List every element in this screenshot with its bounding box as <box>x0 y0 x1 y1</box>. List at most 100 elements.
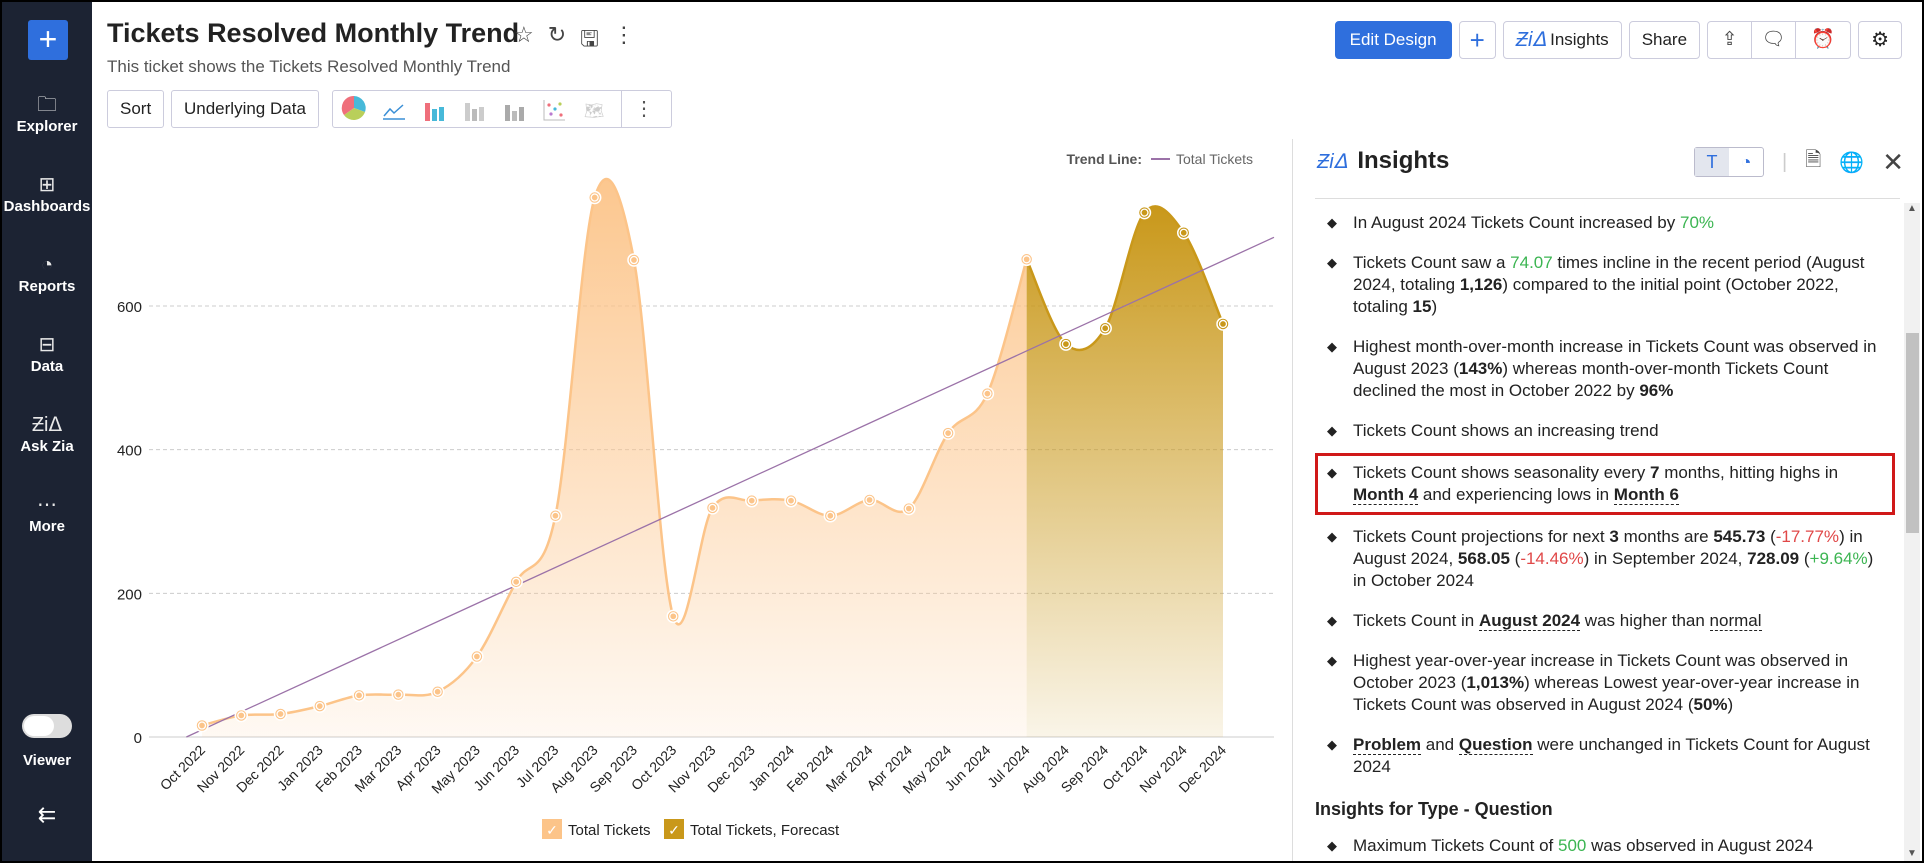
insights-button-label: Insights <box>1550 30 1609 49</box>
settings-icon[interactable]: ⚙ <box>1858 21 1902 59</box>
scatter-icon[interactable] <box>541 97 567 121</box>
data-point[interactable] <box>1019 252 1034 267</box>
insight-text: ( <box>1799 549 1810 568</box>
data-point[interactable] <box>862 493 877 507</box>
sidebar-item-dashboards[interactable]: ⊞ Dashboards <box>2 172 92 215</box>
line-chart-icon[interactable] <box>381 97 407 121</box>
chart-view-icon[interactable]: ◔ <box>1740 152 1752 172</box>
viewer-toggle[interactable] <box>22 714 72 738</box>
sidebar-item-reports[interactable]: ◔ Reports <box>2 252 92 295</box>
data-point[interactable] <box>430 684 445 699</box>
data-point[interactable] <box>391 687 406 702</box>
globe-icon[interactable]: 🌐 <box>1839 151 1865 174</box>
sidebar-item-label: More <box>29 518 65 535</box>
insight-text: 7 <box>1650 463 1660 482</box>
data-point[interactable] <box>1216 317 1230 331</box>
data-point-ring <box>786 496 796 505</box>
check-icon: ✓ <box>668 822 680 838</box>
save-icon[interactable]: 🖫 <box>580 26 599 51</box>
share-button[interactable]: Share <box>1628 21 1701 59</box>
insight-text: and <box>1421 735 1459 754</box>
insight-text: ) in September 2024, <box>1583 549 1748 568</box>
legend-item[interactable]: ✓ Total Tickets <box>542 819 651 839</box>
data-point[interactable] <box>666 609 680 624</box>
text-view-icon[interactable]: T <box>1695 148 1729 176</box>
legend-checkbox[interactable] <box>664 819 684 839</box>
data-point[interactable] <box>902 501 916 516</box>
insight-link[interactable]: normal <box>1709 611 1762 631</box>
data-point-ring <box>943 428 953 438</box>
data-point[interactable] <box>470 649 484 664</box>
more-chart-types-icon[interactable]: ⋮ <box>621 91 654 127</box>
insight-link[interactable]: Problem <box>1353 735 1422 755</box>
data-point[interactable] <box>195 718 209 733</box>
edit-design-button[interactable]: Edit Design <box>1334 21 1452 59</box>
insight-text: Highest month-over-month increase in Tic… <box>1353 337 1877 378</box>
collapse-sidebar-icon[interactable]: ⇇ <box>37 802 57 827</box>
legend-checkbox[interactable] <box>542 819 562 839</box>
data-point[interactable] <box>1137 205 1152 220</box>
refresh-icon[interactable]: ↻ <box>547 22 567 47</box>
insight-text: +9.64% <box>1809 549 1868 568</box>
data-point-ring <box>629 255 639 265</box>
data-point[interactable] <box>1176 225 1191 240</box>
data-point[interactable] <box>587 190 602 205</box>
close-icon[interactable]: ✕ <box>1882 146 1904 177</box>
sidebar-item-more[interactable]: ⋯ More <box>2 492 92 535</box>
underlying-data-button[interactable]: Underlying Data <box>171 90 319 128</box>
data-point[interactable] <box>705 501 720 515</box>
document-icon[interactable]: 🗎 <box>1805 149 1822 171</box>
data-point[interactable] <box>1059 337 1073 351</box>
data-point[interactable] <box>273 707 288 721</box>
sidebar-item-data[interactable]: ⊟ Data <box>2 332 92 375</box>
data-point[interactable] <box>627 253 641 267</box>
data-point[interactable] <box>1098 321 1112 336</box>
data-point[interactable] <box>548 509 563 523</box>
comment-icon[interactable]: 🗨 <box>1752 22 1797 58</box>
data-point[interactable] <box>941 426 955 440</box>
insight-link[interactable]: August 2024 <box>1478 611 1581 631</box>
data-point-ring <box>551 511 560 520</box>
alarm-icon[interactable]: ⏰ <box>1811 29 1835 50</box>
data-point[interactable] <box>745 493 759 508</box>
data-point[interactable] <box>352 688 366 703</box>
sort-button[interactable]: Sort <box>107 90 165 128</box>
data-point[interactable] <box>509 575 523 589</box>
create-button[interactable]: + <box>28 20 68 60</box>
forecast-area <box>1026 206 1223 737</box>
insight-text: -14.46% <box>1520 549 1584 568</box>
data-point[interactable] <box>234 708 249 723</box>
data-point-ring <box>276 709 285 719</box>
data-point-ring <box>1101 324 1110 333</box>
insight-item: Tickets Count projections for next 3 mon… <box>1315 517 1895 601</box>
insights-button[interactable]: Ƶiᐃ Insights <box>1502 21 1622 59</box>
more-options-icon[interactable]: ⋮ <box>612 22 635 47</box>
insight-text: In August 2024 Tickets Count increased b… <box>1353 213 1680 232</box>
scrollbar[interactable]: ▲ ▼ <box>1904 203 1920 861</box>
insight-text: ) <box>1431 297 1438 316</box>
add-button[interactable]: + <box>1458 21 1496 59</box>
legend-item[interactable]: ✓ Total Tickets, Forecast <box>664 819 840 839</box>
data-point[interactable] <box>313 699 327 713</box>
sidebar-item-explorer[interactable]: 🗀 Explorer <box>2 92 92 135</box>
data-point[interactable] <box>823 509 838 523</box>
bar-chart-icon[interactable] <box>421 97 447 121</box>
insight-text: ) in October 2024 <box>1353 549 1874 590</box>
insight-text: Maximum Tickets Count of <box>1353 836 1559 855</box>
insight-text: Tickets Count shows seasonality every <box>1353 463 1650 482</box>
waterfall-icon[interactable] <box>501 97 527 121</box>
pie-chart-icon[interactable] <box>341 95 367 121</box>
export-icon[interactable]: ⇪ <box>1708 22 1753 58</box>
insight-text: was higher than <box>1580 611 1710 630</box>
insight-link[interactable]: Month 4 <box>1353 485 1419 505</box>
data-point-ring <box>237 711 246 720</box>
star-icon[interactable]: ☆ <box>514 22 534 47</box>
map-icon[interactable]: 🗺 <box>583 103 605 120</box>
insight-link[interactable]: Question <box>1458 735 1533 755</box>
chart-type-switcher: 🗺 ⋮ <box>332 90 672 128</box>
data-point[interactable] <box>784 493 798 508</box>
sidebar-item-ask-zia[interactable]: Ƶiᐃ Ask Zia <box>2 412 92 455</box>
data-point[interactable] <box>980 386 995 401</box>
stacked-bar-icon[interactable] <box>461 97 487 121</box>
insight-link[interactable]: Month 6 <box>1613 485 1679 505</box>
